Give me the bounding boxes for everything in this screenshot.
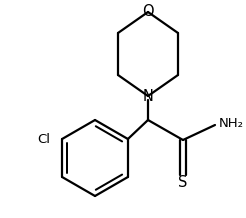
Text: NH₂: NH₂	[219, 116, 244, 129]
Text: O: O	[142, 5, 154, 19]
Text: S: S	[178, 174, 188, 189]
Text: N: N	[143, 89, 154, 104]
Text: Cl: Cl	[37, 133, 50, 145]
